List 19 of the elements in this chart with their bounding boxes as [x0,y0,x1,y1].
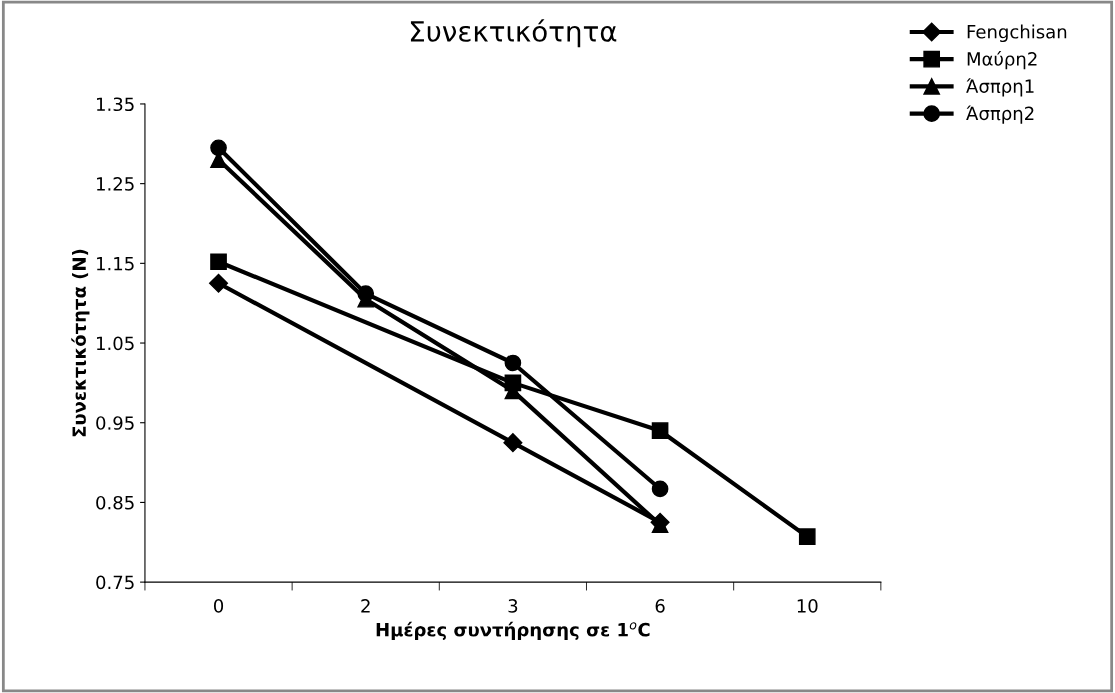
legend-label: Άσπρη2 [966,105,1034,124]
y-tick-label: 0.95 [96,416,134,430]
y-tick-label: 1.35 [97,97,134,112]
y-tick-label: 1.05 [97,336,134,351]
x-tick-label: 3 [508,599,518,613]
y-tick-label: 0.75 [96,575,134,590]
y-tick-label: 1.25 [97,177,134,191]
legend-label: Fengchisan [967,24,1067,43]
x-tick-label: 2 [361,599,370,613]
y-tick-label: 0.85 [96,495,134,510]
legend-label: Άσπρη1 [966,78,1034,97]
legend-label: Μαύρη2 [967,51,1037,70]
y-tick-label: 1.15 [97,257,134,271]
chart-title: Συνεκτικότητα [410,19,617,48]
x-tick-label: 10 [797,599,818,613]
x-axis-title: Ημέρες συντήρησης σε 1$^{o}$C [376,621,650,641]
x-tick-label: 0 [213,599,224,613]
x-tick-label: 6 [655,599,665,613]
y-axis-title: Συνεκτικότητα (N) [71,249,90,437]
